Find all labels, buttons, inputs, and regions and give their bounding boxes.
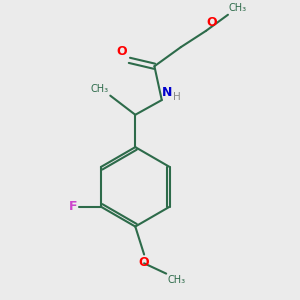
Text: N: N <box>162 85 173 99</box>
Text: O: O <box>116 45 127 58</box>
Text: O: O <box>139 256 149 269</box>
Text: CH₃: CH₃ <box>229 3 247 13</box>
Text: O: O <box>206 16 217 29</box>
Text: H: H <box>173 92 181 101</box>
Text: F: F <box>69 200 77 213</box>
Text: CH₃: CH₃ <box>91 84 109 94</box>
Text: CH₃: CH₃ <box>168 275 186 285</box>
